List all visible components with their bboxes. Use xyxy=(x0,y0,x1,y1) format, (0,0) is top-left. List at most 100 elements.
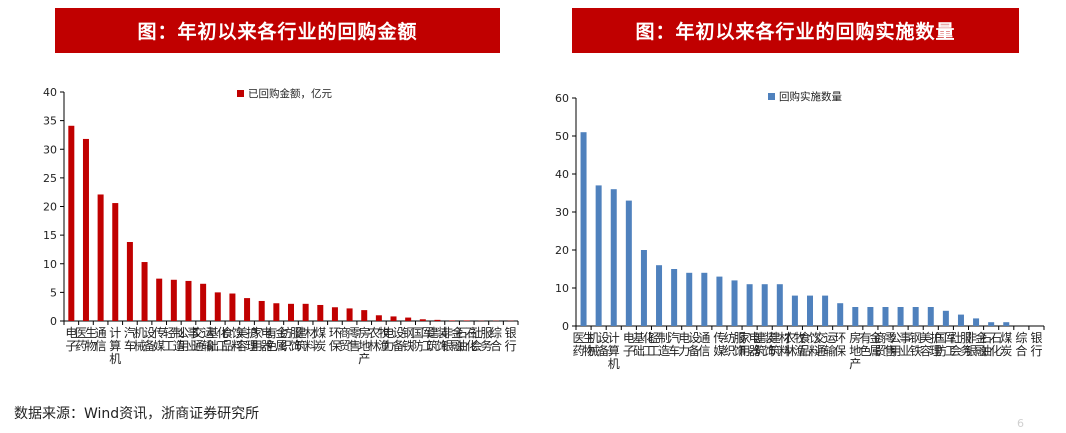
left-category-label: 有色金属 xyxy=(265,325,287,353)
left-bar xyxy=(302,303,309,321)
left-legend-label: 已回购金额，亿元 xyxy=(248,87,332,100)
right-bar xyxy=(807,295,813,326)
right-category-label: 食品饮料 xyxy=(799,330,821,358)
right-category-label: 传媒 xyxy=(713,330,725,358)
right-category-label: 煤炭 xyxy=(1000,331,1012,358)
right-category-label: 国防军工 xyxy=(935,331,957,358)
right-category-label: 银行 xyxy=(1030,331,1042,358)
right-category-label: 纺织服饰 xyxy=(724,331,746,358)
right-bar xyxy=(686,272,693,326)
left-bar xyxy=(68,125,75,321)
left-bar xyxy=(200,283,207,321)
left-chart-banner: 图：年初以来各行业的回购金额 xyxy=(55,8,500,53)
left-bar xyxy=(82,138,89,321)
left-y-tick-label: 10 xyxy=(43,258,57,271)
right-bar xyxy=(957,314,964,326)
left-bar xyxy=(273,303,280,321)
left-category-label: 纺织服饰 xyxy=(280,326,302,353)
left-category-label: 轻工制造 xyxy=(163,326,185,353)
left-category-label: 综合 xyxy=(490,326,502,353)
left-category-label: 计算机 xyxy=(109,326,121,366)
right-bar xyxy=(580,132,587,326)
right-bar xyxy=(671,269,678,326)
right-bar xyxy=(882,307,889,326)
right-bar xyxy=(610,189,617,326)
right-bar xyxy=(595,185,602,326)
right-bar xyxy=(852,307,859,326)
right-bar xyxy=(927,307,934,326)
right-category-label: 电子 xyxy=(623,331,635,358)
right-bar xyxy=(761,284,768,326)
left-bar xyxy=(170,279,177,321)
right-category-label: 轻工制造 xyxy=(648,331,670,358)
right-category-label: 公用事业 xyxy=(890,331,912,358)
left-bar xyxy=(258,300,265,321)
right-bar xyxy=(701,272,708,326)
left-bar xyxy=(141,262,148,321)
right-bar xyxy=(625,200,632,326)
right-y-tick-label: 60 xyxy=(555,92,569,105)
left-category-label: 国防军工 xyxy=(412,326,434,353)
left-category-label: 商贸零售 xyxy=(339,325,361,353)
left-legend-swatch xyxy=(237,90,244,97)
right-category-label: 建筑装饰 xyxy=(754,331,776,358)
right-y-tick-label: 0 xyxy=(562,320,569,333)
right-category-label: 房地产 xyxy=(849,330,861,371)
left-bar xyxy=(317,304,324,321)
right-bar xyxy=(716,276,723,326)
left-bar xyxy=(229,293,236,321)
left-category-label: 交通运输 xyxy=(192,325,214,353)
right-category-label: 社会服务 xyxy=(950,330,972,358)
left-category-label: 农林牧渔 xyxy=(368,326,390,353)
left-category-label: 公用事业 xyxy=(177,326,199,353)
left-bar xyxy=(361,310,368,321)
left-category-label: 房地产 xyxy=(358,325,370,366)
left-bar xyxy=(419,319,426,321)
right-category-label: 环保 xyxy=(834,331,846,358)
right-y-tick-label: 20 xyxy=(555,244,569,257)
right-category-label: 家用电器 xyxy=(739,330,761,358)
left-bar xyxy=(405,317,412,321)
left-category-label: 电子 xyxy=(65,326,77,353)
left-bar xyxy=(346,308,353,321)
right-bar xyxy=(640,250,647,326)
left-category-label: 医药生物 xyxy=(75,326,97,353)
right-category-label: 通信 xyxy=(698,331,710,358)
right-category-label: 汽车 xyxy=(668,330,680,358)
left-y-tick-label: 5 xyxy=(50,286,57,299)
data-source-note: 数据来源：Wind资讯，浙商证券研究所 xyxy=(14,406,260,422)
left-y-tick-label: 25 xyxy=(43,172,57,185)
left-bar xyxy=(97,194,104,321)
right-category-label: 机械设备 xyxy=(588,331,610,358)
right-bar xyxy=(988,322,995,326)
left-y-tick-label: 35 xyxy=(43,115,57,128)
left-bar xyxy=(244,298,251,321)
left-category-label: 社会服务 xyxy=(470,325,492,353)
right-legend-swatch xyxy=(768,93,775,100)
right-category-label: 计算机 xyxy=(608,331,620,371)
right-bar xyxy=(746,284,753,326)
page-number: 6 xyxy=(1017,417,1024,430)
right-category-label: 电力设备 xyxy=(678,331,700,358)
right-category-label: 农林牧渔 xyxy=(784,331,806,358)
right-category-label: 钢铁 xyxy=(910,331,922,358)
right-bar xyxy=(656,265,663,326)
left-y-tick-label: 20 xyxy=(43,201,57,214)
left-category-label: 家用电器 xyxy=(251,325,273,353)
left-y-tick-label: 0 xyxy=(50,315,57,328)
right-category-label: 商贸零售 xyxy=(874,330,896,358)
left-category-label: 银行 xyxy=(505,326,517,353)
left-category-label: 钢铁 xyxy=(402,326,414,353)
right-category-label: 美容护理 xyxy=(920,331,942,358)
left-category-label: 食品饮料 xyxy=(221,325,243,353)
right-bar xyxy=(867,307,874,326)
left-category-label: 机械设备 xyxy=(134,326,156,353)
right-bar xyxy=(837,303,844,326)
right-bar xyxy=(912,307,919,326)
right-y-tick-label: 30 xyxy=(555,206,569,219)
right-category-label: 交通运输 xyxy=(814,330,836,358)
left-category-label: 传媒 xyxy=(153,325,165,353)
left-category-label: 基础化工 xyxy=(207,326,229,353)
right-bar xyxy=(1003,322,1010,326)
